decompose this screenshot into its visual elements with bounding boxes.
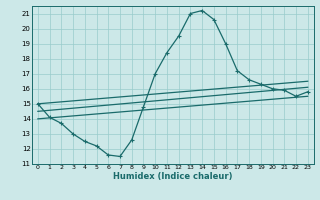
X-axis label: Humidex (Indice chaleur): Humidex (Indice chaleur) <box>113 172 233 181</box>
